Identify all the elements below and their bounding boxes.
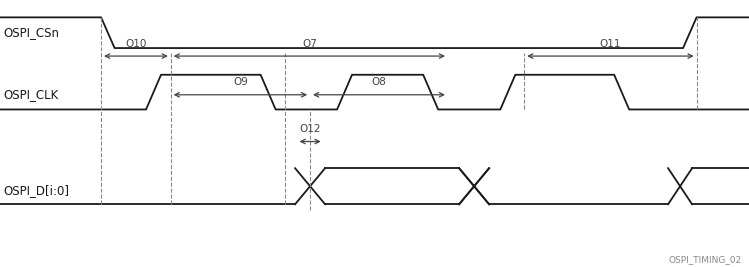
Text: O7: O7	[302, 39, 317, 49]
Text: O8: O8	[372, 77, 386, 87]
Text: OSPI_CLK: OSPI_CLK	[4, 88, 59, 101]
Text: O9: O9	[233, 77, 248, 87]
Text: O11: O11	[600, 39, 621, 49]
Text: OSPI_D[i:0]: OSPI_D[i:0]	[4, 184, 70, 197]
Text: OSPI_TIMING_02: OSPI_TIMING_02	[668, 255, 742, 264]
Text: OSPI_CSn: OSPI_CSn	[4, 26, 60, 39]
Text: O10: O10	[125, 39, 147, 49]
Text: O12: O12	[300, 124, 321, 134]
